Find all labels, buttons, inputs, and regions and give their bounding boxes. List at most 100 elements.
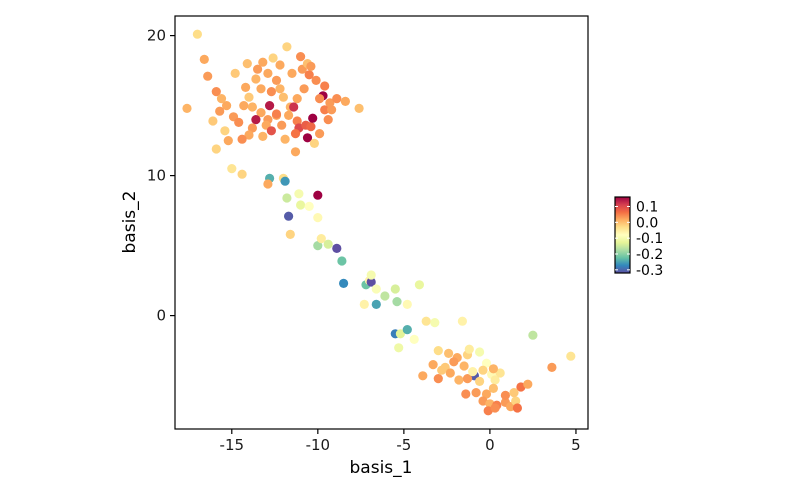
data-point — [445, 368, 455, 378]
data-point — [481, 389, 492, 399]
data-point — [211, 87, 221, 97]
data-point — [278, 92, 288, 102]
data-point — [306, 122, 316, 132]
data-point — [380, 291, 390, 301]
x-tick-label: 5 — [571, 436, 581, 454]
data-point — [323, 239, 333, 249]
data-point — [433, 374, 443, 384]
data-point — [475, 347, 485, 357]
data-point — [313, 190, 323, 200]
colorbar-legend: 0.10.0-0.1-0.2-0.3 — [614, 196, 663, 279]
y-tick-label: 0 — [156, 307, 166, 325]
data-point — [216, 94, 227, 104]
data-point — [483, 406, 493, 416]
data-point — [223, 136, 233, 146]
data-point — [430, 318, 440, 328]
data-point — [242, 59, 252, 69]
data-point — [402, 325, 412, 335]
data-point — [511, 396, 521, 406]
data-point — [275, 84, 285, 94]
data-point — [296, 200, 306, 210]
data-point — [323, 115, 333, 125]
data-point — [292, 94, 302, 104]
data-point — [292, 116, 302, 126]
data-point — [454, 375, 464, 385]
data-point — [199, 54, 209, 64]
data-point — [268, 53, 278, 63]
data-point — [265, 101, 275, 111]
y-tick-label: 20 — [147, 27, 166, 45]
data-point — [464, 344, 474, 354]
data-point — [449, 357, 459, 367]
data-point — [237, 134, 247, 144]
data-point — [290, 147, 301, 157]
data-point — [315, 94, 325, 104]
data-point — [256, 84, 266, 94]
data-point — [547, 362, 557, 372]
data-point — [251, 74, 261, 84]
data-point — [296, 52, 306, 62]
data-point — [566, 351, 576, 361]
data-point — [256, 108, 266, 118]
data-point — [215, 106, 225, 116]
data-point — [478, 396, 488, 406]
data-point — [421, 316, 431, 326]
data-point — [414, 280, 424, 290]
data-point — [234, 117, 244, 127]
data-point — [203, 71, 213, 81]
data-point — [237, 169, 247, 179]
data-point — [488, 383, 498, 393]
data-point — [340, 96, 350, 106]
colorbar-tick-label: -0.2 — [636, 247, 663, 263]
data-point — [311, 75, 321, 85]
data-point — [516, 382, 526, 392]
y-tick-label: 10 — [147, 167, 166, 185]
data-point — [354, 103, 364, 113]
data-point — [528, 330, 538, 340]
y-axis: 0 10 20 — [147, 27, 175, 325]
data-point — [284, 211, 294, 221]
data-point — [247, 102, 257, 112]
x-tick-label: -10 — [306, 436, 331, 454]
data-point — [266, 126, 276, 136]
data-point — [289, 102, 299, 112]
data-point — [418, 371, 428, 381]
data-point — [371, 284, 381, 294]
data-point — [402, 299, 412, 309]
data-point — [457, 316, 467, 326]
data-point — [490, 375, 500, 385]
data-point — [302, 133, 313, 143]
data-point — [263, 179, 273, 189]
data-point — [509, 388, 519, 398]
data-point — [304, 201, 314, 211]
data-point — [461, 389, 471, 399]
data-point — [284, 110, 294, 120]
x-axis-title: basis_1 — [350, 458, 413, 478]
data-point — [227, 164, 237, 174]
x-axis: -15 -10 -5 0 5 — [220, 429, 581, 454]
data-point — [495, 368, 505, 378]
data-point — [488, 364, 498, 374]
data-point — [253, 64, 263, 74]
data-point — [309, 138, 319, 148]
colorbar-tick-label: -0.1 — [636, 231, 663, 247]
data-point — [263, 68, 273, 78]
data-point — [359, 299, 369, 309]
data-point — [220, 126, 230, 136]
colorbar-tick-label: 0.0 — [636, 215, 658, 231]
data-point — [271, 75, 282, 85]
data-point — [332, 243, 342, 253]
data-point — [287, 68, 297, 78]
data-point — [282, 42, 292, 52]
data-point — [304, 70, 314, 80]
data-point — [390, 284, 400, 294]
data-point — [258, 131, 268, 141]
data-point — [275, 60, 285, 70]
data-point — [208, 116, 218, 126]
data-point — [437, 365, 447, 375]
data-point — [182, 103, 192, 113]
data-point — [244, 92, 254, 102]
data-point — [327, 105, 337, 115]
data-point — [306, 61, 316, 71]
